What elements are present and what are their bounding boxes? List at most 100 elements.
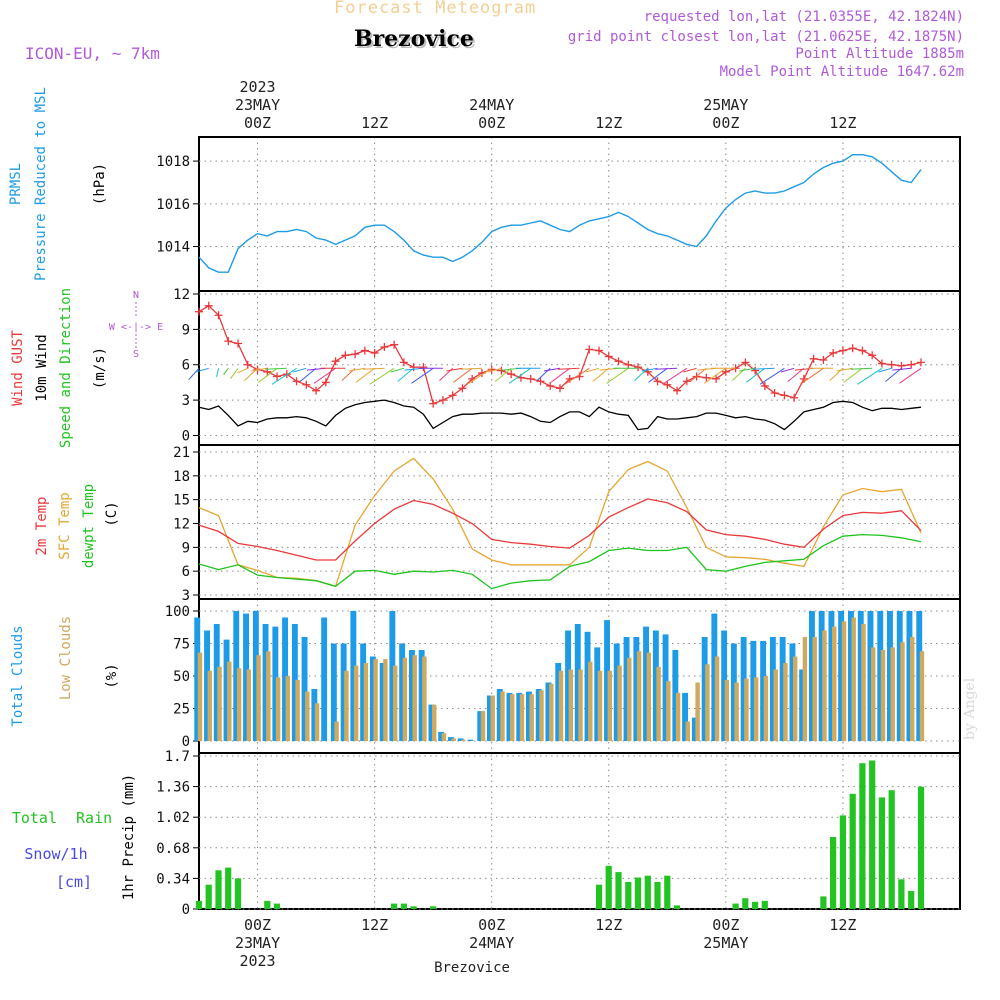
low-cloud-bar bbox=[295, 679, 300, 741]
low-cloud-bar bbox=[685, 721, 690, 741]
low-cloud-bar bbox=[275, 677, 281, 741]
rain-bar bbox=[410, 906, 417, 909]
total-cloud-bar bbox=[633, 637, 640, 741]
rain-bar bbox=[430, 906, 437, 909]
low-cloud-bar bbox=[383, 659, 388, 741]
wind-arrow bbox=[690, 367, 707, 382]
total-cloud-bar bbox=[487, 695, 493, 741]
total-cloud-bar bbox=[740, 637, 747, 741]
total-cloud-bar bbox=[887, 611, 893, 741]
total-cloud-bar bbox=[282, 617, 288, 741]
rain-bar bbox=[605, 865, 612, 909]
gust-marker bbox=[409, 363, 418, 372]
low-cloud-bar bbox=[607, 670, 612, 741]
total-cloud-bar bbox=[604, 620, 610, 741]
gust-marker bbox=[682, 377, 691, 386]
low-cloud-bar bbox=[539, 690, 544, 741]
gust-marker bbox=[312, 386, 321, 395]
rain-bar bbox=[673, 905, 681, 909]
low-cloud-bar bbox=[529, 694, 534, 741]
gust-marker bbox=[526, 374, 535, 383]
low-cloud-bar bbox=[314, 703, 320, 741]
wind-arrow bbox=[446, 367, 463, 372]
low-cloud-bar bbox=[227, 661, 232, 741]
panel-pressure bbox=[198, 136, 961, 292]
gust-marker bbox=[243, 360, 252, 369]
gust-marker bbox=[916, 358, 925, 367]
gust-marker bbox=[751, 366, 760, 375]
wind-arrow bbox=[787, 367, 805, 382]
precip-label-cm: [cm] bbox=[56, 873, 92, 891]
low-cloud-bar bbox=[207, 670, 212, 741]
wind-arrow bbox=[843, 367, 863, 383]
wind-arrow bbox=[878, 367, 892, 373]
total-cloud-bar bbox=[857, 611, 864, 741]
model-altitude: Model Point Altitude 1647.62m bbox=[719, 64, 964, 80]
gust-marker bbox=[204, 301, 213, 310]
gust-marker bbox=[819, 356, 828, 365]
gust-marker bbox=[448, 391, 457, 400]
total-cloud-bar bbox=[652, 630, 659, 741]
total-cloud-bar bbox=[350, 611, 357, 741]
wind-arrow bbox=[265, 367, 287, 370]
total-cloud-bar bbox=[818, 611, 825, 741]
low-cloud-bar bbox=[812, 637, 817, 741]
x-tick-label-top: 12Z bbox=[595, 114, 622, 132]
cloud-unit: (%) bbox=[104, 663, 120, 688]
gust-marker bbox=[419, 363, 428, 372]
rain-bar bbox=[898, 879, 905, 909]
gust-marker bbox=[721, 367, 730, 376]
rain-bar bbox=[752, 901, 759, 909]
low-cloud-bar bbox=[510, 694, 515, 741]
wind-arrow bbox=[258, 367, 278, 383]
low-cloud-bar bbox=[773, 669, 778, 741]
low-cloud-bar bbox=[393, 665, 398, 741]
requested-coords: requested lon,lat (21.0355E, 42.1824N) bbox=[643, 9, 964, 25]
total-cloud-bar bbox=[555, 663, 562, 741]
total-cloud-bar bbox=[272, 626, 279, 741]
wind-arrow bbox=[216, 368, 219, 378]
total-cloud-bar bbox=[457, 738, 464, 741]
gust-marker bbox=[643, 367, 652, 376]
low-cloud-bar bbox=[588, 661, 593, 741]
low-cloud-bar bbox=[353, 665, 359, 741]
wind-arrow bbox=[453, 367, 473, 383]
gust-marker bbox=[838, 346, 847, 355]
low-cloud-bar bbox=[246, 669, 251, 741]
total-cloud-bar bbox=[389, 611, 396, 741]
low-cloud-bar bbox=[285, 676, 290, 741]
gust-marker bbox=[234, 339, 243, 348]
wind-arrow bbox=[550, 367, 570, 383]
y-tick-label: 1.36 bbox=[156, 780, 190, 796]
low-cloud-bar bbox=[919, 651, 925, 741]
total-cloud-bar bbox=[721, 630, 728, 741]
low-cloud-bar bbox=[880, 650, 886, 741]
wind-arrow bbox=[648, 367, 668, 383]
x-tick-label-top: 12Z bbox=[829, 114, 856, 132]
wind-arrow bbox=[592, 367, 610, 382]
rain-bar bbox=[595, 884, 603, 909]
dewpt-line bbox=[198, 533, 922, 590]
y-tick-label: 18 bbox=[173, 469, 190, 485]
gust-marker bbox=[741, 358, 750, 367]
low-cloud-bar bbox=[627, 657, 632, 741]
gust-marker bbox=[497, 366, 506, 375]
y-tick-label: 0.34 bbox=[156, 871, 190, 887]
gust-marker bbox=[341, 351, 350, 360]
total-cloud-bar bbox=[535, 689, 542, 741]
x-date-label-top: 23MAY bbox=[235, 96, 280, 114]
sfc-temp-line bbox=[198, 457, 922, 588]
gust-marker bbox=[858, 346, 867, 355]
low-cloud-bar bbox=[695, 682, 700, 741]
gust-marker bbox=[273, 372, 282, 381]
y-tick-label: 50 bbox=[173, 669, 190, 685]
precip-label-snow: Snow/1h bbox=[24, 845, 87, 863]
wind-arrow bbox=[745, 367, 766, 383]
gust-marker bbox=[331, 357, 340, 366]
wind-arrow bbox=[780, 367, 795, 373]
precip-label-rain: Total Rain bbox=[12, 809, 112, 827]
panel-temperature bbox=[198, 444, 961, 600]
gust-marker bbox=[673, 386, 682, 395]
low-cloud-bar bbox=[861, 624, 866, 741]
total-cloud-bar bbox=[301, 637, 308, 741]
